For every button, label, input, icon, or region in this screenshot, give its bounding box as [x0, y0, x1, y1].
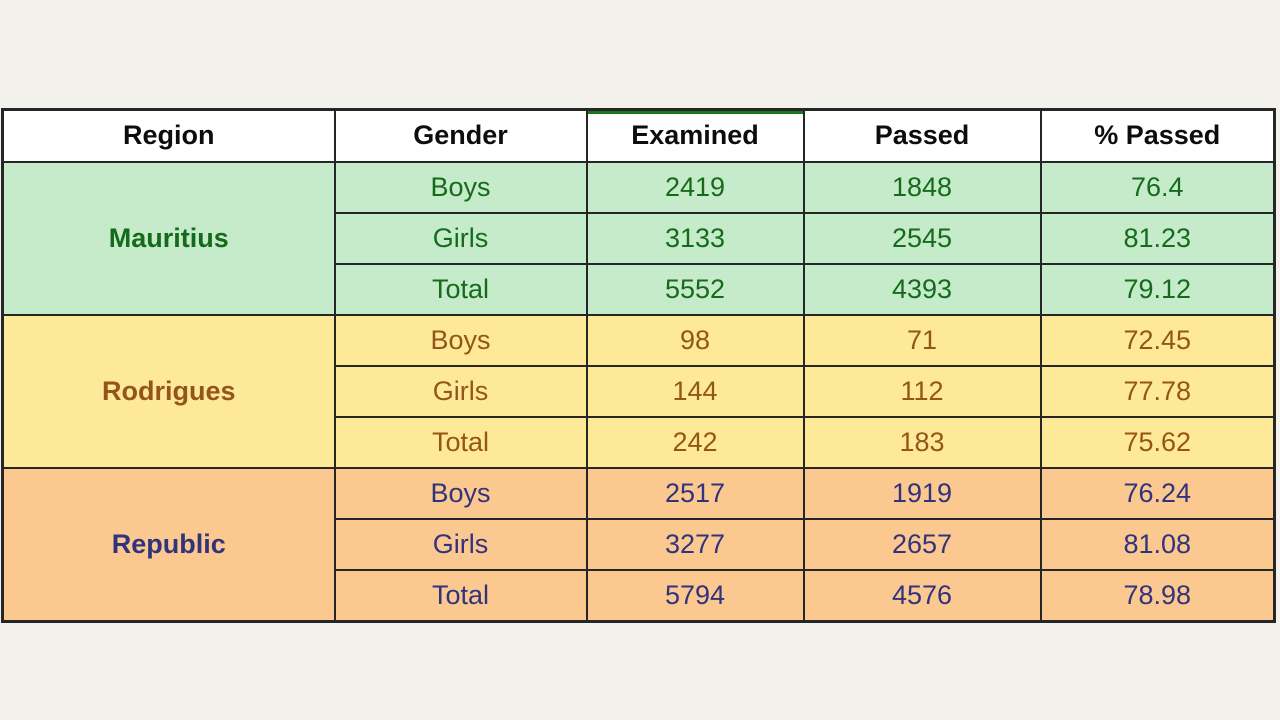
cell-gender: Boys: [333, 467, 588, 520]
header-row: Region Gender Examined Passed % Passed: [1, 108, 1276, 163]
cell-examined: 144: [585, 365, 805, 418]
cell-passed: 1848: [802, 161, 1042, 214]
cell-pct-passed: 79.12: [1039, 263, 1276, 316]
table-header-row: Region Gender Examined Passed % Passed: [1, 108, 1276, 163]
cell-examined: 98: [585, 314, 805, 367]
cell-pct-passed: 81.08: [1039, 518, 1276, 571]
section-republic: Republic Boys 2517 1919 76.24 Girls 3277…: [1, 467, 1276, 623]
table-row: Girls 3133 2545 81.23: [3, 212, 1276, 265]
table-row: Girls 3277 2657 81.08: [3, 518, 1276, 571]
cell-gender: Boys: [333, 314, 588, 367]
cell-pct-passed: 76.4: [1039, 161, 1276, 214]
table-row: Total 242 183 75.62: [3, 416, 1276, 469]
table-row: Total 5552 4393 79.12: [3, 263, 1276, 316]
cell-pct-passed: 72.45: [1039, 314, 1276, 367]
column-header-region: Region: [1, 108, 336, 163]
cell-examined: 5552: [585, 263, 805, 316]
cell-pct-passed: 81.23: [1039, 212, 1276, 265]
region-cell-republic: Republic: [1, 467, 336, 623]
cell-passed: 183: [802, 416, 1042, 469]
cell-examined: 3133: [585, 212, 805, 265]
column-header-passed: Passed: [802, 108, 1042, 163]
table-row: Rodrigues Boys 98 71 72.45: [1, 314, 1276, 469]
cell-gender: Girls: [333, 365, 588, 418]
cell-gender: Girls: [333, 518, 588, 571]
region-cell-mauritius: Mauritius: [1, 161, 336, 316]
cell-passed: 1919: [802, 467, 1042, 520]
cell-passed: 4576: [802, 569, 1042, 623]
section-rodrigues: Rodrigues Boys 98 71 72.45 Girls 144 112…: [1, 314, 1276, 469]
cell-pct-passed: 78.98: [1039, 569, 1276, 623]
cell-gender: Girls: [333, 212, 588, 265]
cell-examined: 5794: [585, 569, 805, 623]
cell-passed: 2545: [802, 212, 1042, 265]
exam-results-table: Region Gender Examined Passed % Passed M…: [1, 108, 1276, 623]
cell-examined: 2517: [585, 467, 805, 520]
cell-pct-passed: 75.62: [1039, 416, 1276, 469]
cell-passed: 112: [802, 365, 1042, 418]
cell-examined: 242: [585, 416, 805, 469]
cell-examined: 2419: [585, 161, 805, 214]
table-row: Republic Boys 2517 1919 76.24: [1, 467, 1276, 623]
section-mauritius: Mauritius Boys 2419 1848 76.4 Girls 3133…: [1, 161, 1276, 316]
column-header-examined: Examined: [585, 108, 805, 163]
column-header-gender: Gender: [333, 108, 588, 163]
cell-gender: Total: [333, 569, 588, 623]
cell-passed: 71: [802, 314, 1042, 367]
table-row: Total 5794 4576 78.98: [3, 569, 1276, 623]
cell-gender: Total: [333, 263, 588, 316]
cell-gender: Boys: [333, 161, 588, 214]
table-row: Girls 144 112 77.78: [3, 365, 1276, 418]
cell-pct-passed: 76.24: [1039, 467, 1276, 520]
column-header-pct-passed: % Passed: [1039, 108, 1276, 163]
cell-passed: 4393: [802, 263, 1042, 316]
cell-gender: Total: [333, 416, 588, 469]
cell-pct-passed: 77.78: [1039, 365, 1276, 418]
cell-passed: 2657: [802, 518, 1042, 571]
cell-examined: 3277: [585, 518, 805, 571]
table-row: Mauritius Boys 2419 1848 76.4: [1, 161, 1276, 316]
region-cell-rodrigues: Rodrigues: [1, 314, 336, 469]
